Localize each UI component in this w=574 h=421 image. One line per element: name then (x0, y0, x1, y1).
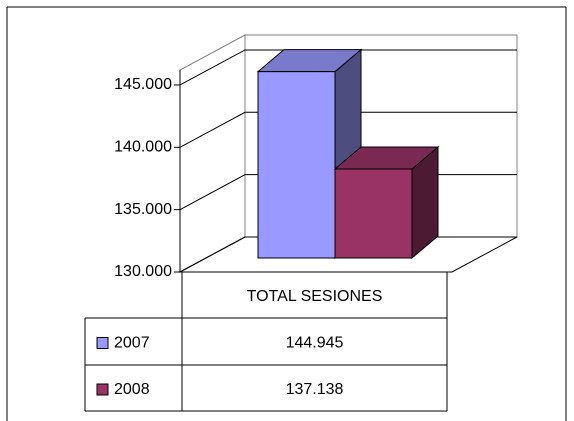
y-tick-label: 135.000 (114, 201, 172, 218)
category-label: TOTAL SESIONES (247, 288, 383, 305)
legend-label: 2008 (114, 381, 150, 398)
bar (257, 71, 336, 259)
legend-swatch (96, 337, 109, 349)
y-tick-label: 145.000 (114, 76, 172, 93)
side-wall (179, 34, 246, 273)
y-tick-label: 140.000 (114, 139, 172, 156)
legend-label: 2007 (114, 335, 150, 352)
bar (334, 168, 413, 259)
y-tick-label: 130.000 (114, 263, 172, 280)
legend-swatch (96, 383, 109, 396)
value-label: 144.945 (286, 335, 344, 352)
value-label: 137.138 (286, 381, 344, 398)
grid-line (179, 49, 517, 86)
grid-line (179, 111, 517, 148)
